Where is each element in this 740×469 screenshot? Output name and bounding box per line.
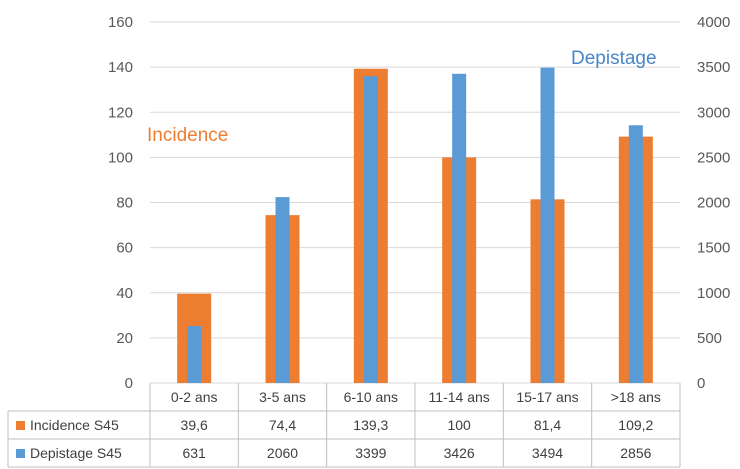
right-y-tick-label: 4000: [697, 14, 730, 31]
data-label: 3399: [355, 445, 386, 461]
category-label: 15-17 ans: [516, 389, 578, 405]
left-y-tick-label: 20: [116, 330, 133, 347]
depistage-bar: [452, 73, 467, 383]
depistage-bar: [187, 326, 202, 383]
category-label: 3-5 ans: [259, 389, 306, 405]
right-y-tick-label: 1500: [697, 240, 730, 257]
data-table: 0-2 ans 3-5 ans 6-10 ans 11-14 ans 15-17 ans…: [7, 383, 681, 468]
category-label: 0-2 ans: [171, 389, 218, 405]
incidence-annotation: Incidence: [147, 125, 228, 146]
data-label: 3494: [532, 445, 563, 461]
data-label: 3426: [444, 445, 475, 461]
data-label: 81,4: [534, 417, 561, 433]
legend-swatch: [16, 449, 25, 458]
right-y-tick-label: 2000: [697, 195, 730, 212]
series-name: Depistage S45: [30, 445, 122, 461]
left-y-tick-label: 0: [125, 375, 133, 392]
depistage-annotation: Depistage: [571, 48, 657, 69]
data-label: 109,2: [618, 417, 653, 433]
right-y-axis: 0 500 1000 1500 2000 2500 3000 3500 4000: [697, 14, 730, 392]
right-y-tick-label: 500: [697, 330, 722, 347]
right-y-tick-label: 1000: [697, 285, 730, 302]
right-y-tick-label: 2500: [697, 149, 730, 166]
right-y-tick-label: 3000: [697, 104, 730, 121]
legend-swatch: [16, 421, 25, 430]
category-label: >18 ans: [611, 389, 661, 405]
category-label: 11-14 ans: [429, 389, 490, 405]
left-y-tick-label: 140: [108, 59, 133, 76]
left-y-tick-label: 120: [108, 104, 133, 121]
data-label: 74,4: [269, 417, 296, 433]
left-y-axis: 0 20 40 60 80 100 120 140 160: [108, 14, 133, 392]
gridlines: [150, 21, 680, 384]
depistage-bar: [363, 76, 378, 384]
category-label: 6-10 ans: [344, 389, 398, 405]
data-label: 139,3: [353, 417, 388, 433]
data-label: 631: [182, 445, 206, 461]
depistage-bar: [628, 125, 643, 383]
data-label: 2856: [620, 445, 651, 461]
data-label: 100: [447, 417, 471, 433]
left-y-tick-label: 60: [116, 240, 133, 257]
right-y-tick-label: 3500: [697, 59, 730, 76]
left-y-tick-label: 80: [116, 195, 133, 212]
left-y-tick-label: 40: [116, 285, 133, 302]
bars: [177, 67, 653, 384]
depistage-bar: [540, 67, 555, 383]
depistage-bar: [275, 197, 290, 383]
data-label: 39,6: [181, 417, 208, 433]
left-y-tick-label: 100: [108, 149, 133, 166]
series-name: Incidence S45: [30, 417, 119, 433]
left-y-tick-label: 160: [108, 14, 133, 31]
right-y-tick-label: 0: [697, 375, 705, 392]
data-label: 2060: [267, 445, 298, 461]
